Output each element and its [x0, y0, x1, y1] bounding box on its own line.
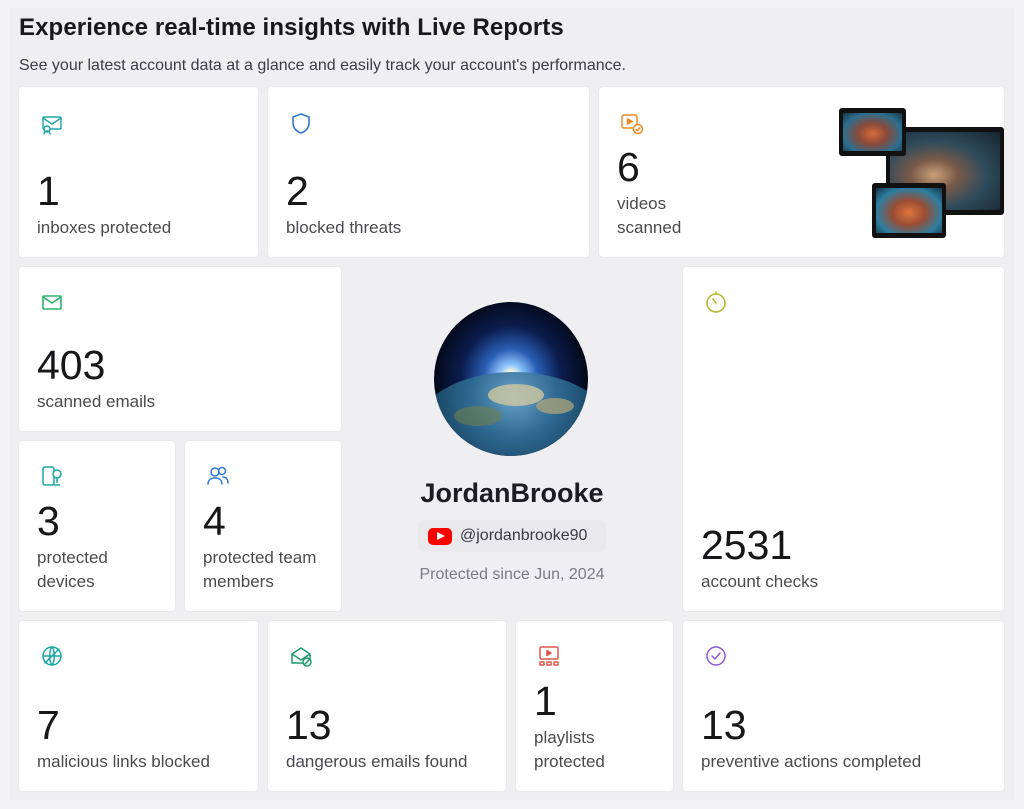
links-value: 7 — [37, 702, 60, 748]
mail-icon — [39, 289, 65, 315]
videos-value: 6 — [617, 144, 640, 190]
team-icon — [205, 463, 231, 489]
team-label-line2: members — [203, 572, 274, 591]
devices-label-line2: devices — [37, 572, 95, 591]
scanned-emails-card[interactable]: 403 scanned emails — [19, 267, 341, 431]
playlists-value: 1 — [534, 678, 557, 724]
preventive-actions-card[interactable]: 13 preventive actions completed — [683, 621, 1004, 791]
playlist-icon — [536, 643, 562, 669]
team-value: 4 — [203, 498, 226, 544]
inboxes-value: 1 — [37, 168, 60, 214]
mail-alert-icon — [288, 643, 314, 669]
devices-value: 3 — [37, 498, 60, 544]
protected-since: Protected since Jun, 2024 — [419, 566, 605, 583]
device-icon — [39, 463, 65, 489]
page-title: Experience real-time insights with Live … — [19, 14, 564, 41]
timer-icon — [703, 289, 729, 315]
playlists-label-line1: playlists — [534, 728, 595, 747]
shield-icon — [288, 111, 314, 137]
malicious-links-card[interactable]: 7 malicious links blocked — [19, 621, 258, 791]
preventive-value: 13 — [701, 702, 747, 748]
account-checks-card[interactable]: 2531 account checks — [683, 267, 1004, 611]
video-thumbnails — [838, 107, 1006, 241]
protected-team-card[interactable]: 4 protected team members — [185, 441, 341, 611]
inbox-shield-icon — [39, 111, 65, 137]
emails-label: scanned emails — [37, 392, 156, 411]
protected-devices-card[interactable]: 3 protected devices — [19, 441, 175, 611]
checks-value: 2531 — [701, 522, 793, 568]
check-circle-icon — [703, 643, 729, 669]
video-thumbnail[interactable] — [872, 183, 946, 238]
devices-label-line1: protected — [37, 548, 108, 567]
threats-value: 2 — [286, 168, 309, 214]
profile-name: JordanBrooke — [420, 478, 604, 508]
checks-label: account checks — [701, 572, 819, 591]
threats-label: blocked threats — [286, 218, 402, 237]
inboxes-label: inboxes protected — [37, 218, 172, 237]
blocked-threats-card[interactable]: 2 blocked threats — [268, 87, 589, 257]
video-scan-icon — [619, 111, 645, 137]
video-thumbnail[interactable] — [839, 108, 906, 156]
dangerous-emails-card[interactable]: 13 dangerous emails found — [268, 621, 506, 791]
links-label: malicious links blocked — [37, 752, 210, 771]
playlists-card[interactable]: 1 playlists protected — [516, 621, 673, 791]
emails-value: 403 — [37, 342, 106, 388]
dangerous-label: dangerous emails found — [286, 752, 468, 771]
videos-label-line2: scanned — [617, 218, 682, 237]
youtube-icon — [428, 527, 452, 545]
playlists-label-line2: protected — [534, 752, 605, 771]
profile-section: JordanBrooke @jordanbrooke90 Protected s… — [345, 266, 679, 612]
team-label-line1: protected team — [203, 548, 317, 567]
videos-label-line1: videos — [617, 194, 667, 213]
dangerous-value: 13 — [286, 702, 332, 748]
avatar[interactable] — [434, 302, 588, 456]
blocked-link-icon — [39, 643, 65, 669]
preventive-label: preventive actions completed — [701, 752, 922, 771]
channel-handle-badge[interactable]: @jordanbrooke90 — [418, 520, 606, 552]
inboxes-protected-card[interactable]: 1 inboxes protected — [19, 87, 258, 257]
channel-handle: @jordanbrooke90 — [460, 527, 588, 544]
page-subtitle: See your latest account data at a glance… — [19, 57, 626, 74]
